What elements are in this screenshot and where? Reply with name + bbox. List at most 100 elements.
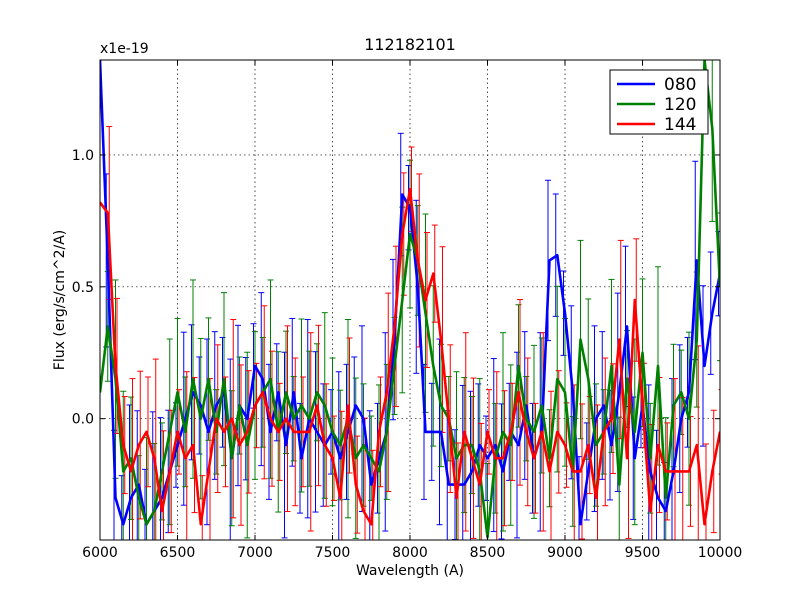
data-point-120 — [354, 457, 357, 460]
data-point-080 — [409, 206, 411, 209]
x-tick-label: 7000 — [237, 545, 273, 561]
data-point-080 — [339, 457, 342, 460]
data-point-120 — [509, 444, 512, 446]
data-point-144 — [269, 417, 272, 420]
data-point-144 — [261, 391, 264, 394]
data-point-144 — [207, 470, 210, 473]
data-point-144 — [184, 457, 187, 460]
data-point-120 — [378, 470, 380, 473]
data-point-120 — [556, 378, 559, 381]
data-point-080 — [502, 470, 504, 473]
data-point-144 — [579, 470, 582, 473]
data-point-144 — [440, 338, 442, 341]
data-point-080 — [703, 365, 706, 367]
data-point-080 — [610, 444, 613, 446]
data-point-144 — [455, 496, 458, 499]
data-point-080 — [556, 254, 559, 257]
data-point-144 — [548, 470, 551, 473]
data-point-144 — [463, 430, 466, 433]
data-point-144 — [130, 470, 132, 473]
data-point-144 — [223, 430, 225, 433]
data-point-144 — [230, 417, 233, 420]
data-point-144 — [323, 444, 326, 446]
data-point-144 — [339, 496, 342, 499]
x-tick-label: 6500 — [160, 545, 196, 561]
data-point-080 — [618, 391, 621, 394]
data-point-080 — [440, 430, 442, 433]
data-point-144 — [641, 404, 644, 407]
data-point-080 — [447, 483, 450, 486]
data-point-144 — [610, 417, 613, 420]
data-point-080 — [106, 259, 109, 262]
data-point-120 — [657, 365, 659, 367]
data-point-120 — [176, 391, 179, 394]
data-point-080 — [657, 496, 659, 499]
data-point-080 — [285, 444, 287, 446]
data-point-144 — [316, 404, 318, 407]
data-point-144 — [385, 391, 388, 394]
data-point-144 — [688, 470, 690, 473]
y-axis-label: Flux (erg/s/cm^2/A) — [52, 230, 68, 370]
data-point-144 — [540, 430, 543, 433]
data-point-120 — [323, 404, 326, 407]
data-point-080 — [695, 259, 698, 262]
data-point-144 — [254, 404, 256, 407]
data-point-144 — [703, 523, 706, 526]
data-point-080 — [633, 457, 636, 460]
data-point-080 — [587, 470, 590, 473]
data-point-080 — [649, 470, 652, 473]
data-point-080 — [471, 470, 473, 473]
data-point-120 — [641, 351, 644, 354]
data-point-120 — [238, 404, 241, 407]
data-point-120 — [401, 299, 404, 301]
data-point-080 — [579, 523, 582, 526]
data-point-080 — [370, 483, 373, 486]
data-point-080 — [486, 457, 489, 460]
data-point-144 — [680, 470, 683, 473]
data-point-080 — [269, 430, 272, 433]
data-point-144 — [471, 457, 473, 460]
data-point-080 — [192, 391, 194, 394]
data-point-120 — [145, 523, 148, 526]
data-point-144 — [447, 417, 450, 420]
data-point-120 — [610, 365, 613, 367]
data-point-080 — [300, 457, 303, 460]
data-point-080 — [176, 444, 179, 446]
data-point-080 — [362, 417, 365, 420]
data-point-144 — [106, 212, 109, 214]
legend-label-080: 080 — [664, 75, 696, 95]
data-point-120 — [292, 417, 295, 420]
data-point-144 — [215, 417, 218, 420]
data-point-120 — [300, 404, 303, 407]
data-point-080 — [215, 404, 218, 407]
data-point-144 — [602, 430, 605, 433]
data-point-144 — [362, 510, 365, 512]
data-point-080 — [378, 457, 380, 460]
data-point-144 — [525, 430, 528, 433]
data-point-120 — [649, 457, 652, 460]
data-point-144 — [114, 365, 117, 367]
data-point-120 — [285, 391, 287, 394]
data-point-080 — [254, 365, 256, 367]
x-tick-label: 9500 — [625, 545, 661, 561]
x-tick-label: 8000 — [392, 545, 428, 561]
data-point-144 — [238, 444, 241, 446]
data-point-120 — [316, 391, 318, 394]
data-point-080 — [688, 391, 690, 394]
data-point-080 — [478, 444, 481, 446]
data-point-120 — [695, 338, 698, 341]
data-point-120 — [424, 312, 427, 315]
data-point-080 — [114, 496, 117, 499]
data-point-080 — [292, 391, 295, 394]
data-point-144 — [176, 430, 179, 433]
data-point-120 — [688, 417, 690, 420]
data-point-120 — [633, 430, 636, 433]
data-point-144 — [168, 470, 171, 473]
data-point-080 — [161, 496, 163, 499]
data-point-080 — [525, 404, 528, 407]
data-point-120 — [385, 430, 388, 433]
data-point-080 — [354, 404, 357, 407]
data-point-120 — [246, 444, 249, 446]
data-point-144 — [633, 299, 636, 301]
data-point-144 — [277, 430, 280, 433]
